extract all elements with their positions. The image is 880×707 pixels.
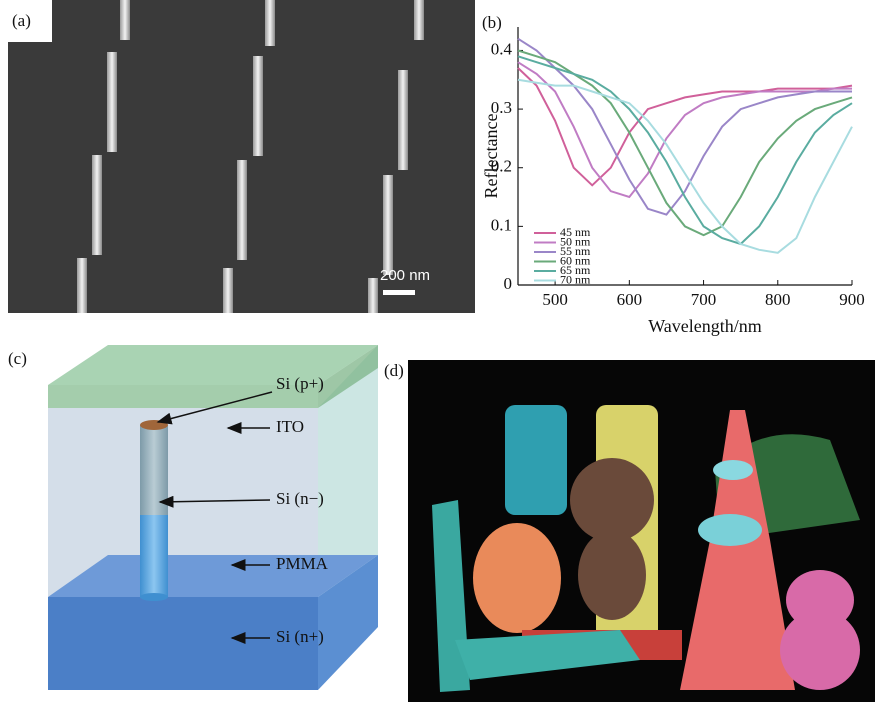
x-tick-label: 700 (691, 290, 717, 309)
data-line (517, 78, 853, 254)
x-tick-label: 800 (765, 290, 791, 309)
data-line (517, 37, 852, 216)
legend-label: 45 nm (560, 225, 591, 239)
panel-label: (c) (8, 349, 27, 368)
device-diagram: Si (p+) ITO Si (n−) PMMA Si (n+) (48, 345, 378, 690)
legend-label: 70 nm (560, 272, 591, 286)
diagram-label: Si (n−) (276, 489, 324, 508)
y-tick-label: 0 (504, 274, 513, 293)
diagram-label: ITO (276, 417, 304, 436)
y-tick-label: 0.4 (491, 39, 513, 58)
panel-label: (d) (384, 361, 404, 380)
legend-label: 60 nm (560, 253, 591, 267)
reflectance-chart: 500 600 700 800 900 0 0.1 0.2 0.3 0.4 Wavelength/n… (481, 27, 865, 336)
legend-label: 50 nm (560, 234, 591, 248)
legend-label: 55 nm (560, 244, 591, 258)
scale-bar-label: 200 nm (380, 267, 430, 284)
diagram-label: PMMA (276, 554, 329, 573)
y-tick-label: 0.3 (491, 98, 512, 117)
scale-bar (383, 290, 415, 295)
x-tick-label: 600 (617, 290, 643, 309)
panel-label: (a) (12, 11, 31, 30)
sem-image: 200 nm (8, 0, 475, 313)
diagram-label: Si (p+) (276, 374, 324, 393)
data-line (517, 61, 852, 199)
data-line (517, 55, 853, 246)
data-line (517, 67, 853, 187)
y-axis-label: Reflectance (481, 114, 501, 199)
color-photo (408, 360, 875, 702)
y-tick-label: 0.2 (491, 157, 512, 176)
x-axis-label: Wavelength/nm (648, 316, 762, 336)
x-tick-label: 900 (839, 290, 865, 309)
diagram-label: Si (n+) (276, 627, 324, 646)
panel-label: (b) (482, 13, 502, 32)
y-tick-label: 0.1 (491, 215, 512, 234)
x-tick-label: 500 (542, 290, 568, 309)
legend-label: 65 nm (560, 263, 591, 277)
data-line (517, 49, 853, 237)
